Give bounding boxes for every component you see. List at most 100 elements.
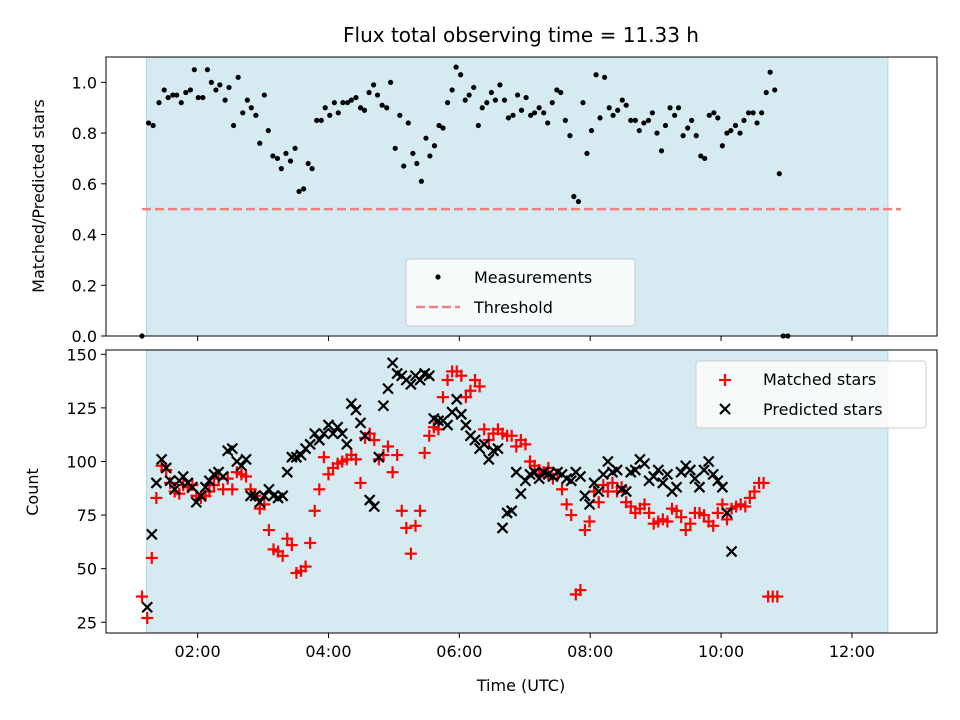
predicted-star-point <box>689 472 701 485</box>
predicted-star-point <box>496 522 509 534</box>
matched-star-point <box>226 483 239 496</box>
predicted-star-point <box>354 417 367 429</box>
ratio-y-tick-label: 0.8 <box>72 124 97 143</box>
matched-star-point <box>478 423 491 436</box>
matched-star-point <box>624 500 637 513</box>
predicted-star-point <box>217 470 229 483</box>
measurement-point <box>479 105 485 111</box>
measurement-point <box>510 112 516 118</box>
predicted-star-point <box>322 419 335 431</box>
measurement-point <box>170 92 176 98</box>
x-tick-label: 12:00 <box>829 642 875 661</box>
predicted-star-point <box>652 464 665 476</box>
measurement-point <box>436 122 442 129</box>
measurement-point <box>222 97 228 103</box>
measurement-point <box>178 100 184 106</box>
measurement-point <box>357 105 364 111</box>
measurement-point <box>658 148 665 154</box>
count-x-ticks: 02:00 04:00 06:00 08:00 10:00 12:00 <box>175 633 875 661</box>
measurement-point <box>230 122 237 129</box>
measurement-point <box>392 145 398 151</box>
matched-star-point <box>510 440 523 453</box>
measurement-point <box>401 163 407 169</box>
ratio-y-tick-label: 0.0 <box>72 327 97 346</box>
measurement-point <box>462 97 468 103</box>
predicted-star-point <box>725 545 738 558</box>
measurement-point <box>200 94 206 101</box>
measurement-point <box>523 94 529 101</box>
measurement-point <box>724 130 730 136</box>
predicted-star-point <box>588 477 600 489</box>
measurement-point <box>741 117 747 124</box>
predicted-star-point <box>702 455 715 468</box>
predicted-star-point <box>195 490 207 502</box>
predicted-star-point <box>432 414 445 427</box>
predicted-star-point <box>712 475 724 487</box>
measurement-point <box>466 92 472 98</box>
predicted-star-point <box>519 475 532 487</box>
measurement-point <box>145 120 152 126</box>
legend-matched-marker <box>719 374 731 386</box>
measurement-point <box>593 72 599 78</box>
predicted-star-point <box>146 528 158 541</box>
predicted-star-point <box>203 475 216 487</box>
matched-star-point <box>258 498 271 511</box>
ratio-y-axis-label: Matched/Predicted stars <box>29 99 48 293</box>
measurement-point <box>261 92 267 98</box>
measurement-point <box>327 112 333 118</box>
predicted-star-point <box>528 466 541 478</box>
matched-star-point <box>743 491 756 504</box>
measurement-point <box>440 125 446 131</box>
predicted-star-point <box>318 427 330 440</box>
measurement-point <box>715 115 721 121</box>
measurement-point <box>453 64 459 70</box>
measurement-point <box>195 94 201 101</box>
measurement-point <box>675 105 682 111</box>
measurement-point <box>541 110 547 116</box>
measurement-point <box>366 89 372 96</box>
measurement-point <box>528 112 534 118</box>
matched-star-point <box>707 519 720 532</box>
chart-title: Flux total observing time = 11.33 h <box>343 23 699 47</box>
measurement-point <box>150 122 156 129</box>
measurement-point <box>531 110 538 116</box>
legend-measurement-marker <box>435 274 441 280</box>
measurement-point <box>610 112 616 118</box>
matched-star-point <box>391 449 404 462</box>
matched-star-point <box>578 524 591 537</box>
measurement-point <box>689 117 695 124</box>
matched-star-point <box>583 515 596 528</box>
measurement-point <box>562 117 568 124</box>
measurement-point <box>301 186 307 192</box>
measurement-point <box>497 82 503 88</box>
measurement-point <box>492 97 498 103</box>
matched-star-point <box>262 524 275 537</box>
ratio-legend-box <box>405 258 636 327</box>
matched-star-point <box>606 476 619 489</box>
predicted-star-point <box>276 490 289 502</box>
measurement-point <box>371 82 377 88</box>
measurement-point <box>702 155 708 162</box>
measurement-point <box>296 188 302 195</box>
predicted-star-point <box>647 470 660 483</box>
predicted-star-point <box>368 500 381 513</box>
measurement-point <box>444 100 451 106</box>
predicted-star-point <box>160 462 172 474</box>
measurement-point <box>405 120 411 126</box>
ratio-y-tick-label: 1.0 <box>72 73 97 92</box>
matched-star-point <box>519 438 532 451</box>
predicted-star-point <box>716 481 729 493</box>
matched-star-point <box>505 429 518 442</box>
matched-star-point <box>377 449 390 462</box>
measurement-point <box>597 115 603 121</box>
measurement-point <box>208 79 214 85</box>
predicted-star-point <box>533 472 545 485</box>
predicted-star-point <box>684 464 697 476</box>
predicted-star-point <box>141 601 154 614</box>
measurement-point <box>253 112 259 118</box>
measurement-point <box>571 193 577 200</box>
measurement-point <box>750 110 756 116</box>
measurement-point <box>287 158 294 164</box>
matched-star-point <box>409 519 422 532</box>
legend-measurements-label: Measurements <box>474 268 592 287</box>
